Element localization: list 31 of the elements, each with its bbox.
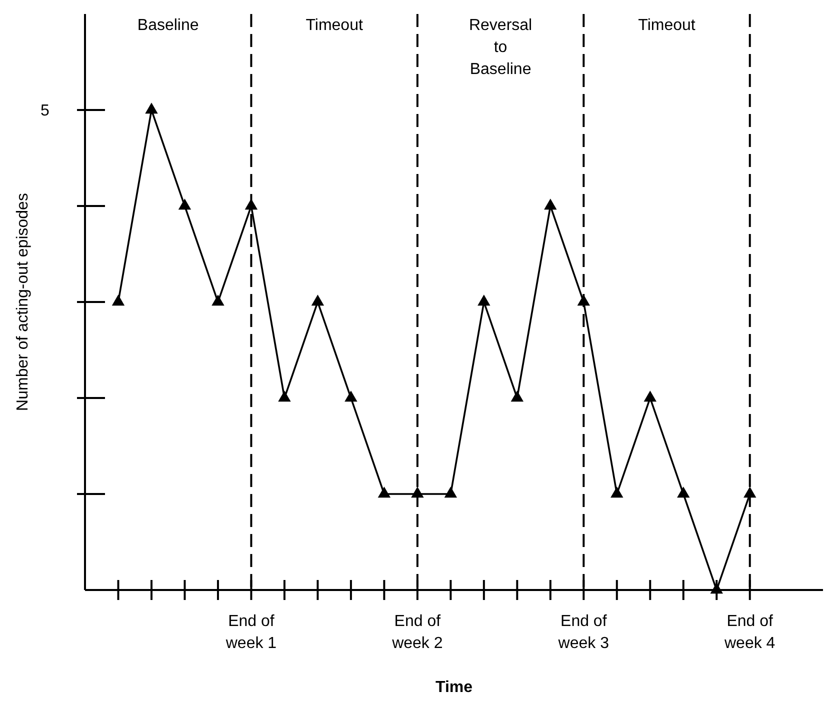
point (112, 294, 125, 306)
point (610, 486, 624, 498)
point (411, 486, 424, 498)
point (544, 198, 557, 210)
x-tick-label: End of week 3 (557, 613, 610, 652)
point (244, 198, 258, 210)
x-axis-title: Time (435, 679, 473, 696)
point (145, 102, 158, 114)
point (178, 198, 192, 210)
point (444, 486, 458, 498)
point (212, 294, 224, 306)
point (644, 390, 656, 402)
point (577, 294, 590, 306)
point (278, 390, 291, 402)
point (677, 486, 690, 498)
point (311, 294, 324, 306)
text: 5 (40, 102, 50, 120)
text: Reversal to Baseline (468, 17, 532, 78)
point (510, 390, 524, 402)
point (378, 486, 391, 498)
text: Baseline (137, 17, 199, 34)
point (344, 390, 358, 402)
x-tick-label: End of week 1 (224, 613, 277, 652)
point (744, 486, 756, 498)
text: Timeout (638, 17, 696, 34)
text: Timeout (306, 17, 364, 34)
point (710, 582, 723, 594)
x-tick-label: End of week 2 (391, 613, 443, 652)
point (478, 294, 490, 306)
x-tick-label: End of week 4 (724, 613, 776, 652)
y-axis-title: Number of acting-out episodes (14, 193, 32, 411)
